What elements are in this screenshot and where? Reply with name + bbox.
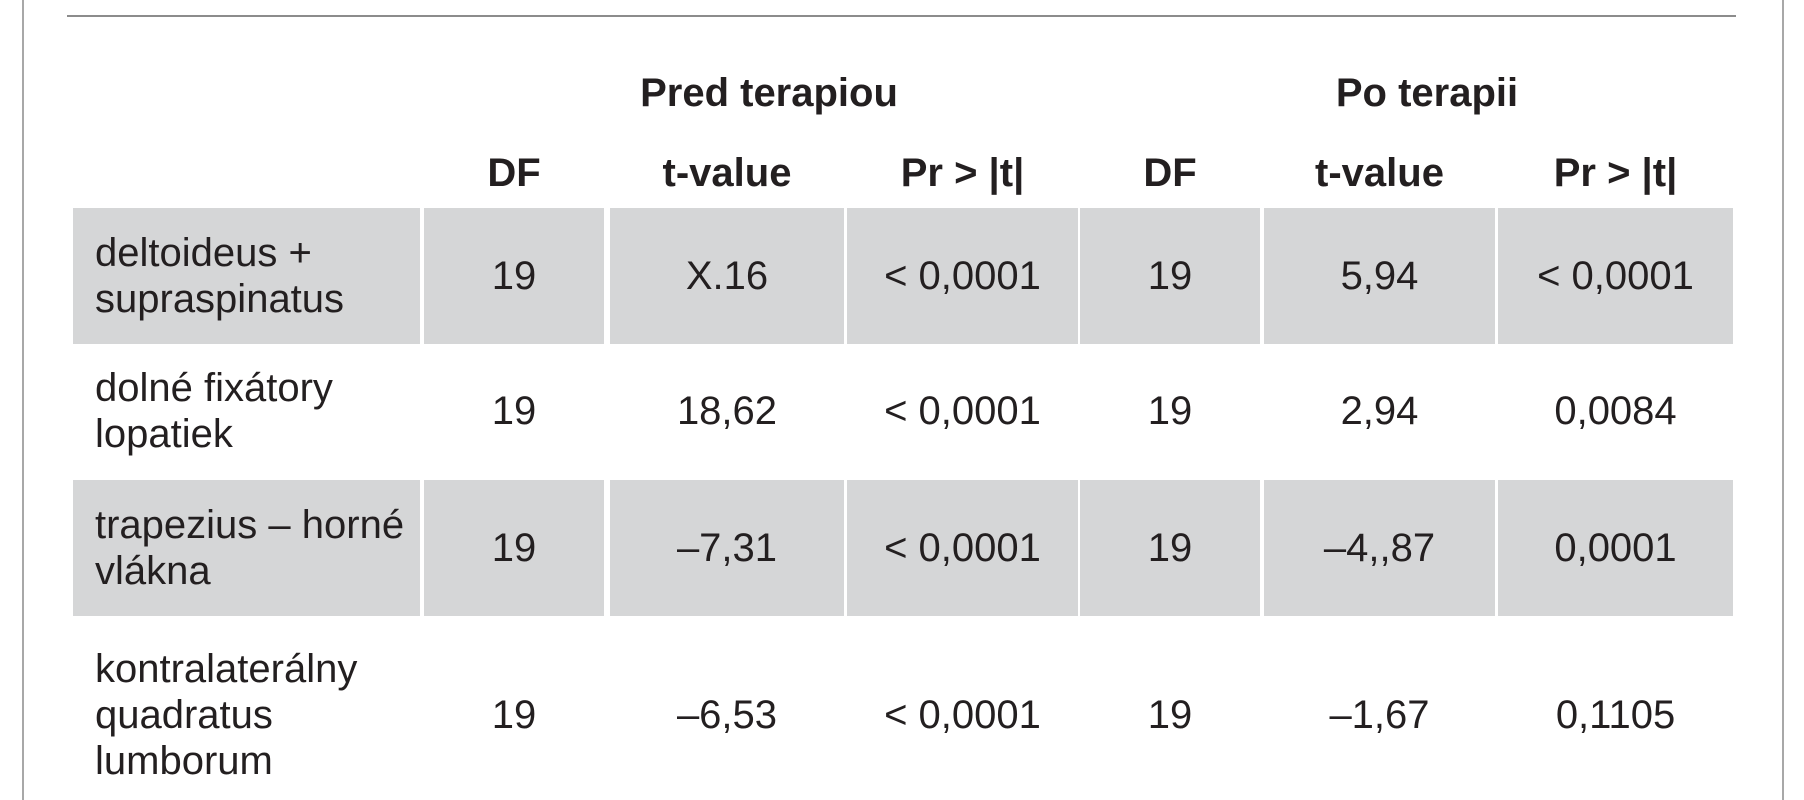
table-cell: 18,62 — [676, 388, 778, 433]
table-cell: < 0,0001 — [884, 692, 1041, 737]
table-cell: < 0,0001 — [1498, 208, 1733, 344]
table-cell: 0,0084 — [1554, 388, 1677, 433]
table-cell: –1,67 — [1329, 692, 1430, 737]
table-cell: 19 — [424, 208, 604, 344]
column-header-t-value-after: t-value — [1315, 151, 1444, 195]
table-cell: 19 — [1147, 388, 1193, 433]
table-cell: –4,,87 — [1264, 480, 1495, 616]
table-cell: 19 — [491, 388, 537, 433]
table-cell: 2,94 — [1340, 388, 1419, 433]
row-label: kontralaterálny quadratus lumborum — [95, 647, 358, 783]
table-cell: < 0,0001 — [884, 388, 1041, 433]
column-header-p-value-before: Pr > |t| — [900, 151, 1025, 195]
column-header-p-value-after: Pr > |t| — [1553, 151, 1678, 195]
table-cell: < 0,0001 — [847, 208, 1078, 344]
table-cell: 0,1105 — [1555, 692, 1676, 737]
table-cell: 19 — [491, 692, 537, 737]
column-header-t-value-before: t-value — [662, 151, 792, 195]
row-label: dolné fixátory lopatiek — [95, 366, 333, 456]
table-cell: 19 — [1080, 208, 1260, 344]
table-cell: –6,53 — [676, 692, 778, 737]
column-header-df-before: DF — [487, 151, 541, 195]
row-label: deltoideus + supraspinatus — [73, 208, 420, 344]
table-cell: 5,94 — [1264, 208, 1495, 344]
table-cell: –7,31 — [610, 480, 844, 616]
table-cell: X.16 — [610, 208, 844, 344]
top-rule — [67, 15, 1736, 17]
column-header-df-after: DF — [1143, 151, 1197, 195]
row-label: trapezius – horné vlákna — [73, 480, 420, 616]
table-cell: 19 — [1147, 692, 1193, 737]
table-cell: < 0,0001 — [847, 480, 1078, 616]
group-header-after-therapy: Po terapii — [1335, 71, 1519, 115]
group-header-before-therapy: Pred terapiou — [640, 71, 898, 115]
table-cell: 19 — [424, 480, 604, 616]
table-cell: 0,0001 — [1498, 480, 1733, 616]
table-cell: 19 — [1080, 480, 1260, 616]
table-frame — [22, 0, 1784, 800]
